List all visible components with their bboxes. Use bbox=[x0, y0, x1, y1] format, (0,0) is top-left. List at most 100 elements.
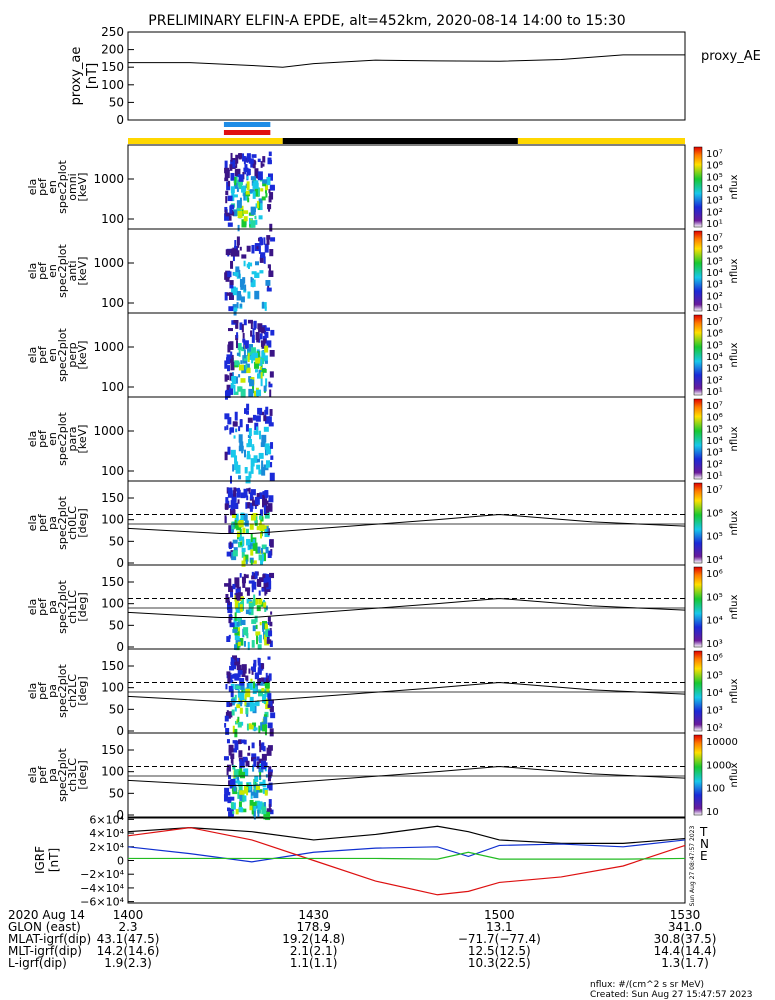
spectrogram-cell bbox=[259, 236, 263, 246]
pitch-angle-cell bbox=[243, 785, 247, 794]
spectrogram-cell bbox=[233, 307, 238, 312]
pitch-angle-cell bbox=[246, 538, 251, 546]
spectrogram-cell bbox=[252, 191, 256, 199]
pitch-angle-cell bbox=[242, 664, 246, 673]
spectrogram-cell bbox=[258, 245, 261, 254]
pitch-angle-cell bbox=[241, 793, 245, 803]
pitch-angle-cell bbox=[245, 702, 250, 707]
spectrogram-cell bbox=[237, 210, 243, 219]
pitch-angle-cell bbox=[224, 723, 227, 728]
spectrogram-cell bbox=[267, 284, 270, 291]
pa-ytick-label: 150 bbox=[101, 743, 124, 757]
pitch-angle-cell bbox=[227, 487, 233, 492]
spectrogram-cell bbox=[237, 290, 242, 298]
pitch-angle-cell bbox=[226, 739, 230, 744]
pitch-angle-cell bbox=[261, 544, 267, 550]
spectrogram-cell bbox=[254, 215, 257, 220]
spectrogram-cell bbox=[257, 158, 261, 163]
pitch-angle-cell bbox=[237, 617, 242, 626]
spectrogram-cell bbox=[224, 160, 228, 169]
spectrogram-cell bbox=[230, 449, 236, 458]
spectrogram-cell bbox=[237, 224, 240, 232]
pitch-angle-cell bbox=[266, 580, 272, 590]
pitch-angle-cell bbox=[236, 489, 241, 498]
pa-panel-ylabel: pef bbox=[36, 681, 49, 700]
pitch-angle-cell bbox=[234, 632, 240, 640]
spectrogram-cell bbox=[254, 290, 260, 300]
spectrogram-cell bbox=[268, 189, 271, 194]
energy-ytick-label: 1000 bbox=[93, 172, 124, 186]
spectrogram-cell bbox=[243, 319, 247, 326]
spectrogram-cell bbox=[264, 416, 270, 424]
spectrogram-cell bbox=[224, 272, 228, 280]
spectrogram-cell bbox=[248, 471, 252, 479]
spectrogram-cell bbox=[235, 168, 241, 177]
proxy-ae-frame bbox=[127, 31, 686, 121]
spectrogram-cell bbox=[264, 345, 269, 353]
spectrogram-cell bbox=[237, 179, 243, 186]
spectrogram-cell bbox=[258, 215, 263, 220]
spectrogram-cell bbox=[245, 410, 249, 415]
colorbar-tick-label: 10⁴ bbox=[706, 436, 723, 447]
spectrogram-cell bbox=[230, 248, 236, 257]
pitch-angle-cell bbox=[241, 547, 246, 553]
pitch-angle-cell bbox=[249, 702, 255, 712]
spectrogram-cell bbox=[252, 352, 258, 361]
pitch-angle-cell bbox=[241, 808, 247, 813]
pitch-angle-cell bbox=[260, 516, 264, 522]
spectrogram-cell bbox=[252, 328, 255, 337]
spectrogram-cell bbox=[244, 467, 248, 474]
colorbar-tick-label: 10⁶ bbox=[706, 245, 723, 256]
pitch-angle-cell bbox=[264, 490, 269, 497]
pitch-angle-cell bbox=[251, 584, 254, 593]
proxy-ae-legend: proxy_AE bbox=[701, 49, 761, 64]
pitch-angle-cell bbox=[266, 526, 269, 535]
footer-value: 1500 bbox=[484, 908, 515, 922]
pitch-angle-cell bbox=[258, 758, 263, 764]
spectrogram-cell bbox=[258, 198, 263, 204]
spectrogram-cell bbox=[250, 458, 255, 467]
spectrogram-cell bbox=[254, 369, 258, 373]
spectrogram-cell bbox=[230, 172, 235, 181]
pitch-angle-cell bbox=[224, 583, 230, 587]
spectrogram-cell bbox=[266, 237, 270, 245]
pitch-angle-cell bbox=[267, 769, 273, 773]
spectrogram-cell bbox=[238, 475, 242, 480]
pitch-angle-cell bbox=[234, 694, 237, 700]
pitch-angle-cell bbox=[258, 725, 261, 734]
spectrogram-cell bbox=[261, 350, 266, 359]
spectrogram-cell bbox=[264, 409, 267, 418]
pitch-angle-cell bbox=[254, 700, 260, 706]
pa-ytick-label: 50 bbox=[109, 786, 124, 800]
pitch-angle-cell bbox=[230, 505, 236, 509]
colorbar-tick-label: 10² bbox=[706, 207, 723, 218]
colorbar-label: nflux bbox=[729, 426, 740, 451]
spectrogram-cell bbox=[266, 287, 272, 292]
spectrogram-cell bbox=[244, 170, 247, 175]
pitch-angle-cell bbox=[230, 796, 235, 801]
pitch-angle-cell bbox=[239, 794, 243, 801]
pitch-angle-cell bbox=[236, 531, 240, 538]
pitch-angle-cell bbox=[225, 711, 231, 719]
igrf-y-line bbox=[127, 839, 686, 863]
pitch-angle-cell bbox=[268, 809, 274, 815]
spectrogram-cell bbox=[250, 160, 254, 168]
pitch-angle-cell bbox=[262, 693, 267, 703]
spectrogram-cell bbox=[230, 427, 235, 433]
pitch-angle-cell bbox=[228, 585, 234, 592]
spectrogram-cell bbox=[224, 413, 230, 420]
spectrogram-cell bbox=[228, 306, 234, 312]
spectrogram-cell bbox=[255, 332, 260, 340]
pitch-angle-cell bbox=[268, 506, 273, 512]
spectrogram-cell bbox=[268, 270, 274, 277]
pa-panel-ylabel: pa bbox=[46, 600, 59, 614]
energy-ytick-label: 100 bbox=[101, 380, 124, 394]
spectrogram-cell bbox=[241, 209, 244, 217]
pitch-angle-cell bbox=[245, 760, 250, 767]
spectrogram-cell bbox=[245, 364, 248, 370]
pitch-angle-cell bbox=[225, 497, 229, 502]
igrf-ytick-label: 6×10⁴ bbox=[89, 813, 124, 826]
pitch-angle-cell bbox=[263, 525, 269, 533]
pitch-angle-cell bbox=[230, 758, 233, 764]
spectrogram-cell bbox=[258, 202, 261, 210]
